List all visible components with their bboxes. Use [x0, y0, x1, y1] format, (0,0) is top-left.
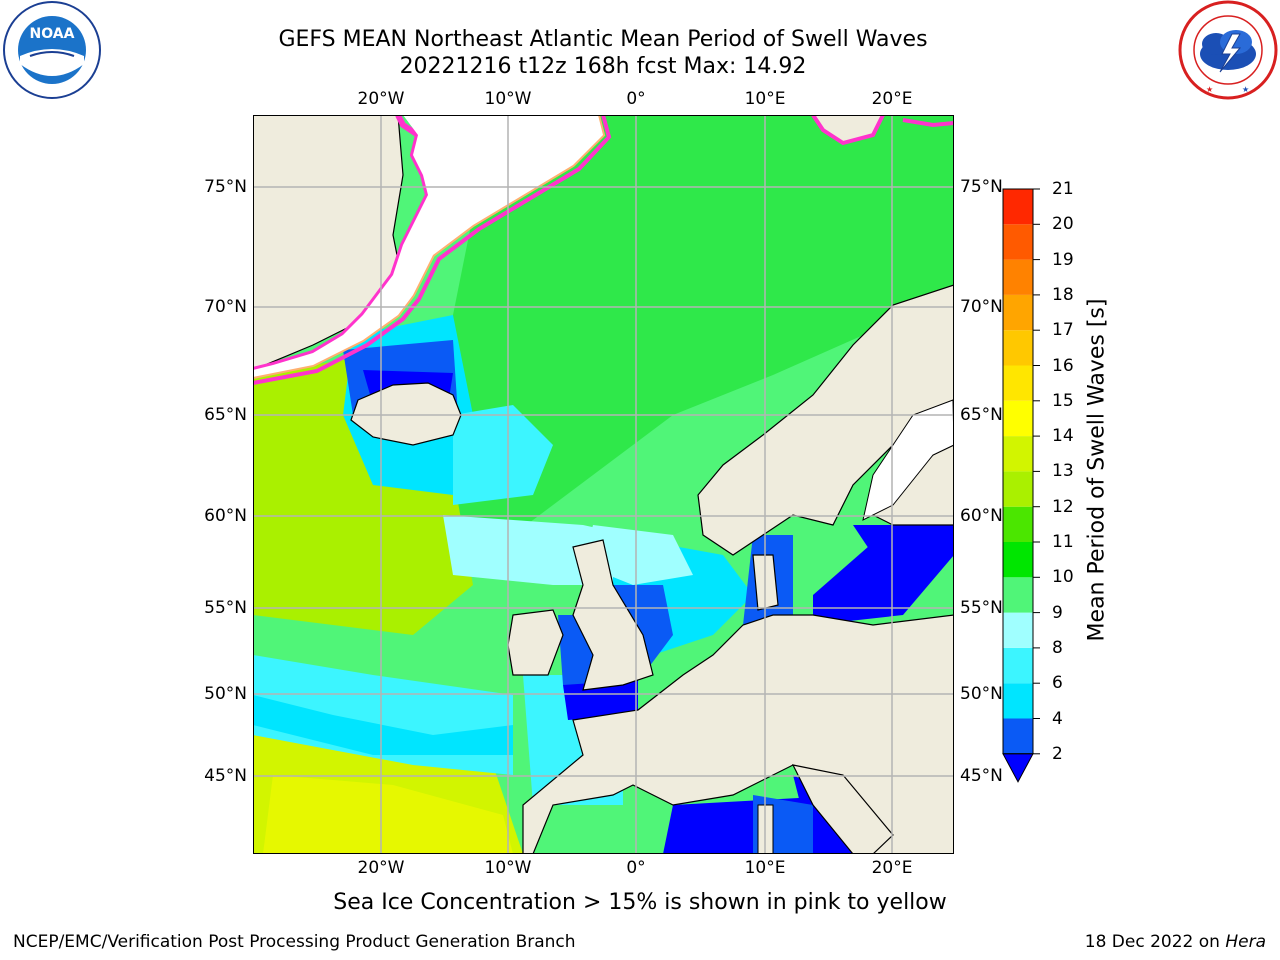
- lon-label-bottom: 0°: [626, 858, 646, 878]
- field-darkblue-channel: [563, 680, 638, 720]
- chart-subtitle: 20221216 t12z 168h fcst Max: 14.92: [399, 54, 807, 79]
- colorbar-segment: [1003, 365, 1033, 401]
- sea-ice-svalbard: [811, 115, 885, 146]
- colorbar-extend-arrow: [1002, 753, 1034, 783]
- lat-label-left: 55°N: [204, 598, 247, 618]
- lat-label-left: 60°N: [204, 506, 247, 526]
- lon-label-bottom: 20°E: [871, 858, 913, 878]
- colorbar-segment: [1003, 718, 1033, 754]
- svg-text:★: ★: [1242, 85, 1249, 94]
- colorbar-segment: [1003, 471, 1033, 507]
- colorbar-tick-label: 14: [1052, 426, 1074, 447]
- colorbar-segment: [1003, 683, 1033, 719]
- colorbar-tick-label: 20: [1052, 214, 1074, 235]
- colorbar-segment: [1003, 542, 1033, 578]
- lat-label-right: 55°N: [960, 598, 1003, 618]
- field-green-north: [433, 115, 954, 535]
- lon-label-top: 10°E: [744, 89, 786, 109]
- noaa-logo-text: NOAA: [30, 26, 75, 42]
- colorbar-segment: [1003, 224, 1033, 260]
- land-gulf-of-bothnia: [862, 399, 954, 521]
- lat-label-right: 75°N: [960, 177, 1003, 197]
- lon-label-bottom: 10°E: [744, 858, 786, 878]
- sea-ice-edge-outer: [253, 115, 612, 385]
- swell-period-map: [253, 115, 954, 854]
- colorbar-tick-label: 21: [1052, 179, 1074, 199]
- colorbar-segment: [1003, 189, 1033, 225]
- footer-date-text: 18 Dec 2022 on: [1084, 932, 1226, 952]
- lon-label-top: 0°: [626, 89, 646, 109]
- colorbar-tick-label: 9: [1052, 602, 1063, 623]
- lon-label-top: 20°W: [357, 89, 405, 109]
- footer-credit: NCEP/EMC/Verification Post Processing Pr…: [13, 932, 576, 952]
- colorbar-segment: [1003, 294, 1033, 331]
- colorbar-tick-label: 2: [1052, 743, 1063, 764]
- colorbar-tick-label: 17: [1052, 320, 1074, 341]
- lat-label-right: 65°N: [960, 405, 1003, 425]
- colorbar-tick-label: 10: [1052, 567, 1074, 588]
- lat-label-left: 45°N: [204, 766, 247, 786]
- colorbar-tick-label: 15: [1052, 390, 1074, 411]
- colorbar-segment: [1003, 400, 1033, 437]
- lon-label-top: 10°W: [484, 89, 532, 109]
- field-cyan-iceland-south: [453, 405, 553, 505]
- chart-title: GEFS MEAN Northeast Atlantic Mean Period…: [278, 27, 928, 52]
- land-italy: [791, 764, 894, 854]
- lat-label-right: 70°N: [960, 297, 1003, 317]
- nws-logo: ★ ★: [1178, 0, 1278, 100]
- colorbar-segment: [1003, 330, 1033, 366]
- land-great-britain: [572, 539, 654, 691]
- colorbar-tick-label: 6: [1052, 673, 1063, 694]
- lat-label-left: 75°N: [204, 177, 247, 197]
- colorbar-segment: [1003, 577, 1033, 613]
- field-cyan-north-sea-light: [583, 525, 693, 585]
- colorbar-tick-label: 4: [1052, 708, 1063, 729]
- field-darkblue-baltic-north: [853, 525, 954, 555]
- colorbar-tick-label: 8: [1052, 637, 1063, 658]
- noaa-logo: NOAA: [3, 1, 101, 99]
- colorbar-tick-label: 16: [1052, 355, 1074, 376]
- field-cyan-south: [253, 695, 513, 755]
- field-yellow-southwest-core: [263, 775, 513, 854]
- lat-label-right: 50°N: [960, 684, 1003, 704]
- lon-label-bottom: 10°W: [484, 858, 532, 878]
- graticule: [253, 115, 954, 854]
- colorbar-title: Mean Period of Swell Waves [s]: [1084, 298, 1110, 642]
- svg-text:★: ★: [1206, 85, 1213, 94]
- colorbar-tick-label: 18: [1052, 284, 1074, 305]
- sea-ice-caption: Sea Ice Concentration > 15% is shown in …: [333, 890, 947, 915]
- map-frame: [253, 115, 954, 854]
- sea-ice-svalbard-east: [902, 118, 954, 128]
- lat-label-left: 65°N: [204, 405, 247, 425]
- lat-label-right: 60°N: [960, 506, 1003, 526]
- footer-date: 18 Dec 2022 on Hera: [1085, 932, 1266, 952]
- colorbar-tick-label: 11: [1052, 532, 1074, 552]
- footer-host: Hera: [1225, 932, 1266, 952]
- colorbar-tick-label: 12: [1052, 496, 1074, 517]
- colorbar-segment: [1003, 647, 1033, 684]
- ice-free-white-area: [253, 115, 603, 377]
- lon-label-bottom: 20°W: [357, 858, 405, 878]
- colorbar-tick-label: 19: [1052, 249, 1074, 270]
- lon-label-top: 20°E: [871, 89, 913, 109]
- colorbar: [1002, 188, 1040, 783]
- colorbar-segment: [1003, 436, 1033, 472]
- colorbar-tick-label: 13: [1052, 461, 1074, 482]
- colorbar-segment: [1003, 612, 1033, 648]
- colorbar-segment: [1003, 259, 1033, 295]
- lat-label-left: 50°N: [204, 684, 247, 704]
- lat-label-right: 45°N: [960, 766, 1003, 786]
- lat-label-left: 70°N: [204, 297, 247, 317]
- land-iceland: [350, 382, 462, 446]
- colorbar-segment: [1003, 506, 1033, 542]
